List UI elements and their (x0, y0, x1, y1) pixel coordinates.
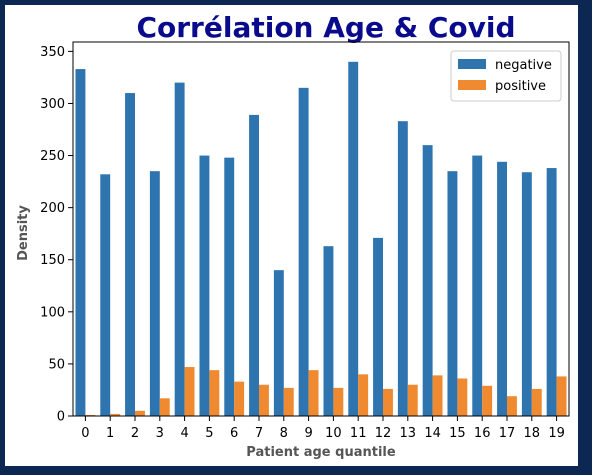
bar-positive-18 (531, 388, 542, 416)
bar-negative-5 (199, 155, 210, 416)
chart-frame: Corrélation Age & Covid 0 50 100 150 200 250 3… (5, 5, 578, 466)
bar-negative-4 (174, 82, 185, 417)
x-tick-label: 3 (156, 426, 164, 441)
bar-positive-15 (457, 378, 468, 416)
x-tick-label: 13 (400, 426, 417, 441)
bar-positive-13 (407, 384, 418, 416)
bar-negative-2 (125, 93, 135, 416)
bar-negative-11 (348, 61, 359, 416)
x-tick-label: 8 (280, 426, 288, 441)
bar-negative-9 (298, 87, 309, 416)
x-tick-label: 14 (424, 426, 441, 441)
bar-positive-9 (308, 370, 319, 416)
bar-positive-12 (383, 388, 393, 416)
y-axis-title: Density (16, 205, 31, 261)
bar-positive-17 (507, 396, 517, 416)
x-tick-label: 15 (449, 426, 466, 441)
bar-positive-4 (184, 367, 195, 416)
x-axis-title: Patient age quantile (246, 445, 396, 460)
x-axis: 0 1 2 3 4 5 6 7 8 9 10 11 12 13 14 15 16 17 18 19 (81, 416, 565, 441)
bar-positive-14 (432, 375, 443, 416)
bar-positive-5 (209, 370, 220, 416)
x-tick-label: 12 (375, 426, 392, 441)
bar-negative-18 (521, 172, 532, 416)
legend-swatch-negative (458, 59, 486, 69)
x-tick-label: 1 (106, 426, 114, 441)
x-tick-label: 4 (180, 426, 188, 441)
x-tick-label: 19 (548, 426, 565, 441)
x-tick-label: 2 (131, 426, 139, 441)
y-tick-label: 200 (40, 201, 65, 216)
x-tick-label: 0 (81, 426, 89, 441)
bar-negative-1 (100, 174, 111, 416)
x-tick-label: 16 (474, 426, 491, 441)
bar-positive-0 (85, 414, 96, 416)
bar-positive-11 (358, 374, 369, 416)
legend-label-positive: positive (495, 79, 546, 94)
chart-title: Corrélation Age & Covid (136, 11, 515, 44)
bar-negative-12 (373, 237, 383, 416)
bar-negative-17 (497, 161, 507, 416)
y-tick-label: 100 (40, 305, 65, 320)
bar-positive-16 (482, 385, 493, 416)
y-tick-label: 50 (48, 357, 65, 372)
y-axis: 0 50 100 150 200 250 300 350 (40, 45, 73, 425)
x-tick-label: 9 (304, 426, 312, 441)
bar-positive-7 (259, 384, 269, 416)
bar-positive-6 (234, 381, 245, 416)
y-tick-label: 150 (40, 253, 65, 268)
y-tick-label: 0 (57, 410, 65, 425)
legend-swatch-positive (458, 80, 486, 90)
bar-positive-3 (159, 398, 170, 416)
x-tick-label: 5 (205, 426, 213, 441)
x-tick-label: 6 (230, 426, 238, 441)
x-tick-label: 17 (499, 426, 516, 441)
bar-negative-0 (75, 69, 86, 416)
legend-label-negative: negative (495, 58, 552, 73)
bar-positive-1 (110, 413, 121, 416)
bar-positive-8 (283, 387, 294, 416)
plot-area-border (72, 41, 570, 417)
bar-negative-7 (249, 114, 259, 416)
bar-negative-13 (397, 121, 408, 417)
x-tick-label: 7 (255, 426, 263, 441)
y-tick-label: 250 (40, 149, 65, 164)
x-tick-label: 11 (350, 426, 367, 441)
bar-positive-19 (556, 376, 567, 416)
bar-negative-3 (149, 171, 160, 416)
bar-negative-16 (472, 155, 483, 416)
bar-negative-6 (224, 157, 235, 416)
bar-negative-8 (273, 270, 284, 416)
bar-negative-19 (546, 168, 557, 416)
bar-negative-10 (323, 246, 334, 416)
y-tick-label: 300 (40, 97, 65, 112)
bars (75, 61, 567, 417)
bar-positive-2 (135, 410, 145, 416)
bar-positive-10 (333, 387, 344, 416)
bar-negative-15 (447, 171, 458, 416)
y-tick-label: 350 (40, 45, 65, 60)
legend: negative positive (450, 50, 562, 102)
bar-negative-14 (422, 145, 433, 417)
x-tick-label: 10 (325, 426, 342, 441)
x-tick-label: 18 (524, 426, 541, 441)
bar-chart: Corrélation Age & Covid 0501001502002503… (16, 11, 570, 460)
